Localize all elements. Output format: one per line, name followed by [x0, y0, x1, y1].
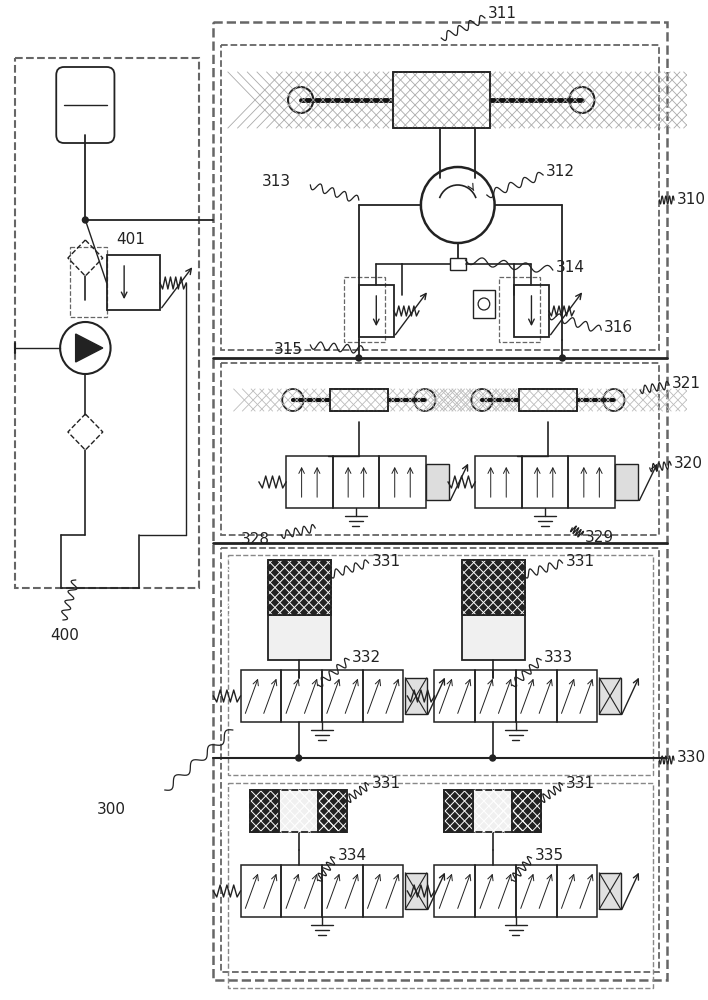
Bar [70, 247, 107, 317]
Bar [406, 678, 427, 714]
Bar [241, 865, 281, 917]
Bar [330, 389, 388, 411]
Bar [475, 456, 522, 508]
Bar [359, 285, 394, 337]
Bar [600, 873, 621, 909]
Text: 333: 333 [544, 650, 573, 666]
Text: 335: 335 [535, 848, 564, 863]
Text: 310: 310 [677, 192, 706, 208]
Bar [333, 456, 379, 508]
Bar [322, 865, 362, 917]
Circle shape [356, 355, 362, 361]
Bar [444, 790, 473, 832]
Text: 331: 331 [566, 776, 595, 790]
Bar [221, 45, 659, 350]
Text: 401: 401 [116, 232, 145, 247]
Bar [228, 555, 653, 775]
Bar [462, 615, 525, 660]
Text: 314: 314 [556, 260, 585, 275]
Bar [569, 456, 615, 508]
Bar [556, 670, 598, 722]
Text: 321: 321 [672, 375, 701, 390]
Bar [519, 389, 577, 411]
Text: 313: 313 [262, 174, 291, 190]
Bar [279, 790, 318, 832]
Bar [379, 456, 426, 508]
Bar [516, 670, 556, 722]
Bar [344, 277, 385, 342]
Bar [522, 456, 569, 508]
Bar [516, 865, 556, 917]
Bar [426, 464, 449, 500]
Bar [615, 464, 638, 500]
Bar [322, 670, 362, 722]
Bar [556, 865, 598, 917]
Bar [318, 790, 347, 832]
Polygon shape [76, 334, 103, 362]
Bar [393, 72, 490, 128]
Bar [221, 363, 659, 535]
Bar [330, 389, 388, 411]
Bar [475, 670, 516, 722]
Bar [462, 560, 525, 615]
Text: 331: 331 [372, 776, 401, 790]
Bar [286, 456, 333, 508]
Text: 328: 328 [241, 532, 270, 548]
Bar [268, 615, 331, 660]
Bar [393, 72, 490, 128]
Bar [318, 790, 347, 832]
Bar [444, 790, 473, 832]
Bar [406, 873, 427, 909]
Text: 334: 334 [338, 848, 367, 863]
Text: 315: 315 [273, 342, 302, 358]
Circle shape [82, 217, 88, 223]
Text: 320: 320 [674, 456, 703, 471]
Circle shape [296, 755, 302, 761]
Text: 311: 311 [488, 6, 517, 21]
Bar [473, 290, 495, 318]
Text: 312: 312 [546, 164, 575, 180]
Bar [450, 258, 465, 270]
Text: 300: 300 [97, 802, 126, 818]
Bar [512, 790, 541, 832]
Bar [435, 865, 475, 917]
Bar [228, 783, 653, 988]
Bar [512, 790, 541, 832]
Bar [499, 277, 540, 342]
Bar [462, 560, 525, 615]
Bar [241, 670, 281, 722]
Bar [281, 670, 322, 722]
Bar [250, 790, 279, 832]
Circle shape [490, 755, 496, 761]
Bar [268, 560, 331, 615]
Bar [15, 58, 199, 588]
Bar [473, 790, 512, 832]
Bar [250, 790, 279, 832]
Bar [435, 670, 475, 722]
Text: 331: 331 [566, 554, 595, 568]
Text: 329: 329 [585, 530, 614, 546]
Bar [213, 22, 667, 980]
Bar [362, 670, 404, 722]
Bar [519, 389, 577, 411]
Text: 330: 330 [677, 750, 706, 766]
Text: 332: 332 [352, 650, 381, 666]
Circle shape [559, 355, 566, 361]
Bar [600, 678, 621, 714]
Bar [362, 865, 404, 917]
Bar [281, 865, 322, 917]
Bar [107, 255, 160, 310]
Text: 400: 400 [50, 628, 79, 643]
Bar [268, 560, 331, 615]
Bar [475, 865, 516, 917]
Text: 331: 331 [372, 554, 401, 568]
Text: 316: 316 [604, 320, 634, 336]
Bar [221, 548, 659, 972]
Bar [514, 285, 549, 337]
